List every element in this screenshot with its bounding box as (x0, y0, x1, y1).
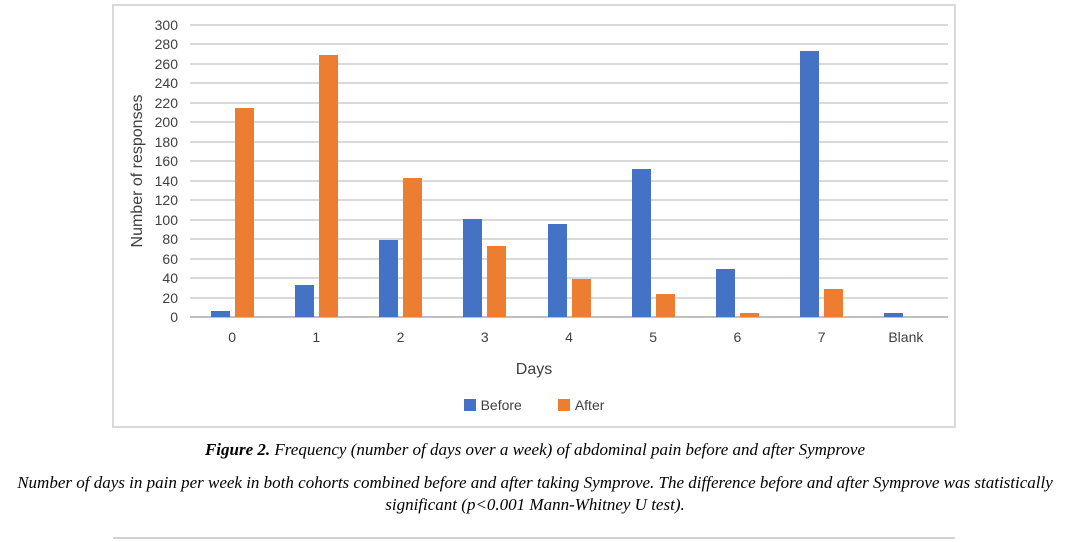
figure-caption-text: Frequency (number of days over a week) o… (270, 440, 866, 459)
legend-swatch-after (557, 399, 570, 411)
figure-caption-label: Figure 2. (204, 440, 271, 459)
gridline (190, 218, 948, 221)
x-tick-label-0: 0 (228, 329, 236, 345)
legend-label-before: Before (480, 397, 522, 413)
x-tick-label-4: 4 (565, 329, 573, 345)
x-tick-label-6: 6 (733, 329, 742, 345)
gridline (190, 24, 948, 26)
bar-after-1 (318, 55, 338, 317)
y-tick-label: 280 (154, 36, 178, 53)
y-tick-label: 260 (154, 55, 178, 72)
x-tick-label-3: 3 (480, 329, 489, 345)
gridline (190, 199, 948, 202)
x-axis-title: Days (515, 361, 553, 378)
figure-caption: Figure 2. Frequency (number of days over… (0, 440, 1070, 460)
bar-after-4 (571, 279, 591, 317)
bottom-divider (113, 537, 955, 539)
y-tick-label: 0 (170, 309, 178, 325)
x-axis-labels: 0 1 2 3 4 5 6 7 Blank (190, 329, 948, 345)
legend-swatch-before (463, 399, 476, 411)
bar-after-3 (487, 245, 507, 317)
y-tick-label: 220 (154, 94, 178, 111)
bar-after-2 (403, 177, 423, 317)
gridline (190, 238, 948, 241)
bar-before-2 (379, 240, 399, 317)
figure-description: Number of days in pain per week in both … (17, 473, 1053, 514)
bar-before-blank (884, 313, 904, 317)
legend-item-before: Before (463, 397, 522, 413)
y-tick-label: 300 (154, 17, 178, 33)
gridline (190, 140, 948, 143)
x-tick-label-2: 2 (396, 329, 405, 345)
x-axis-line (190, 316, 948, 318)
y-tick-label: 120 (154, 192, 178, 209)
y-tick-labels: 0 20 40 60 80 100 120 140 160 180 200 220 240 260 280 3… (114, 6, 178, 426)
chart-figure: Number of responses 0 20 40 60 80 100 120 140 16… (112, 4, 956, 428)
legend-label-after: After (574, 397, 605, 413)
y-tick-label: 240 (154, 75, 178, 92)
gridline (190, 179, 948, 182)
gridline (190, 101, 948, 104)
x-tick-label-blank: Blank (888, 329, 924, 345)
gridline (190, 62, 948, 65)
bar-before-3 (463, 218, 483, 317)
bar-after-5 (655, 293, 675, 317)
bar-after-7 (824, 288, 844, 317)
y-tick-label: 20 (162, 289, 178, 306)
chart-legend: Before After (114, 397, 954, 413)
gridline (190, 160, 948, 163)
y-tick-label: 40 (162, 270, 178, 287)
y-tick-label: 200 (154, 114, 178, 131)
y-tick-label: 100 (154, 211, 178, 228)
x-tick-label-1: 1 (312, 329, 321, 345)
bar-before-0 (210, 311, 230, 317)
x-tick-label-7: 7 (817, 329, 826, 345)
x-tick-label-5: 5 (649, 329, 658, 345)
bar-before-7 (800, 51, 820, 317)
bar-before-5 (631, 169, 651, 317)
legend-item-after: After (557, 397, 605, 413)
bar-before-1 (294, 284, 314, 317)
y-tick-label: 140 (154, 172, 178, 189)
gridline (190, 257, 948, 260)
gridline (190, 82, 948, 85)
y-tick-label: 160 (154, 153, 178, 170)
plot-area (190, 24, 948, 318)
y-tick-label: 180 (154, 133, 178, 150)
bar-before-4 (547, 223, 567, 317)
gridline (190, 296, 948, 299)
bar-before-6 (715, 269, 735, 317)
bar-after-0 (234, 107, 254, 317)
gridline (190, 277, 948, 280)
y-tick-label: 60 (162, 250, 178, 267)
gridline (190, 121, 948, 124)
bar-after-6 (739, 313, 759, 317)
y-tick-label: 80 (162, 231, 178, 248)
gridline (190, 43, 948, 46)
